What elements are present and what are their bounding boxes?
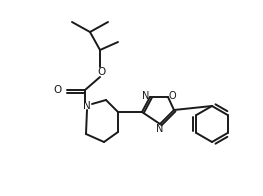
Text: N: N <box>156 124 164 134</box>
Text: O: O <box>53 85 61 95</box>
Text: N: N <box>83 101 91 111</box>
Text: N: N <box>142 91 150 101</box>
Text: O: O <box>97 67 105 77</box>
Text: O: O <box>168 91 176 101</box>
